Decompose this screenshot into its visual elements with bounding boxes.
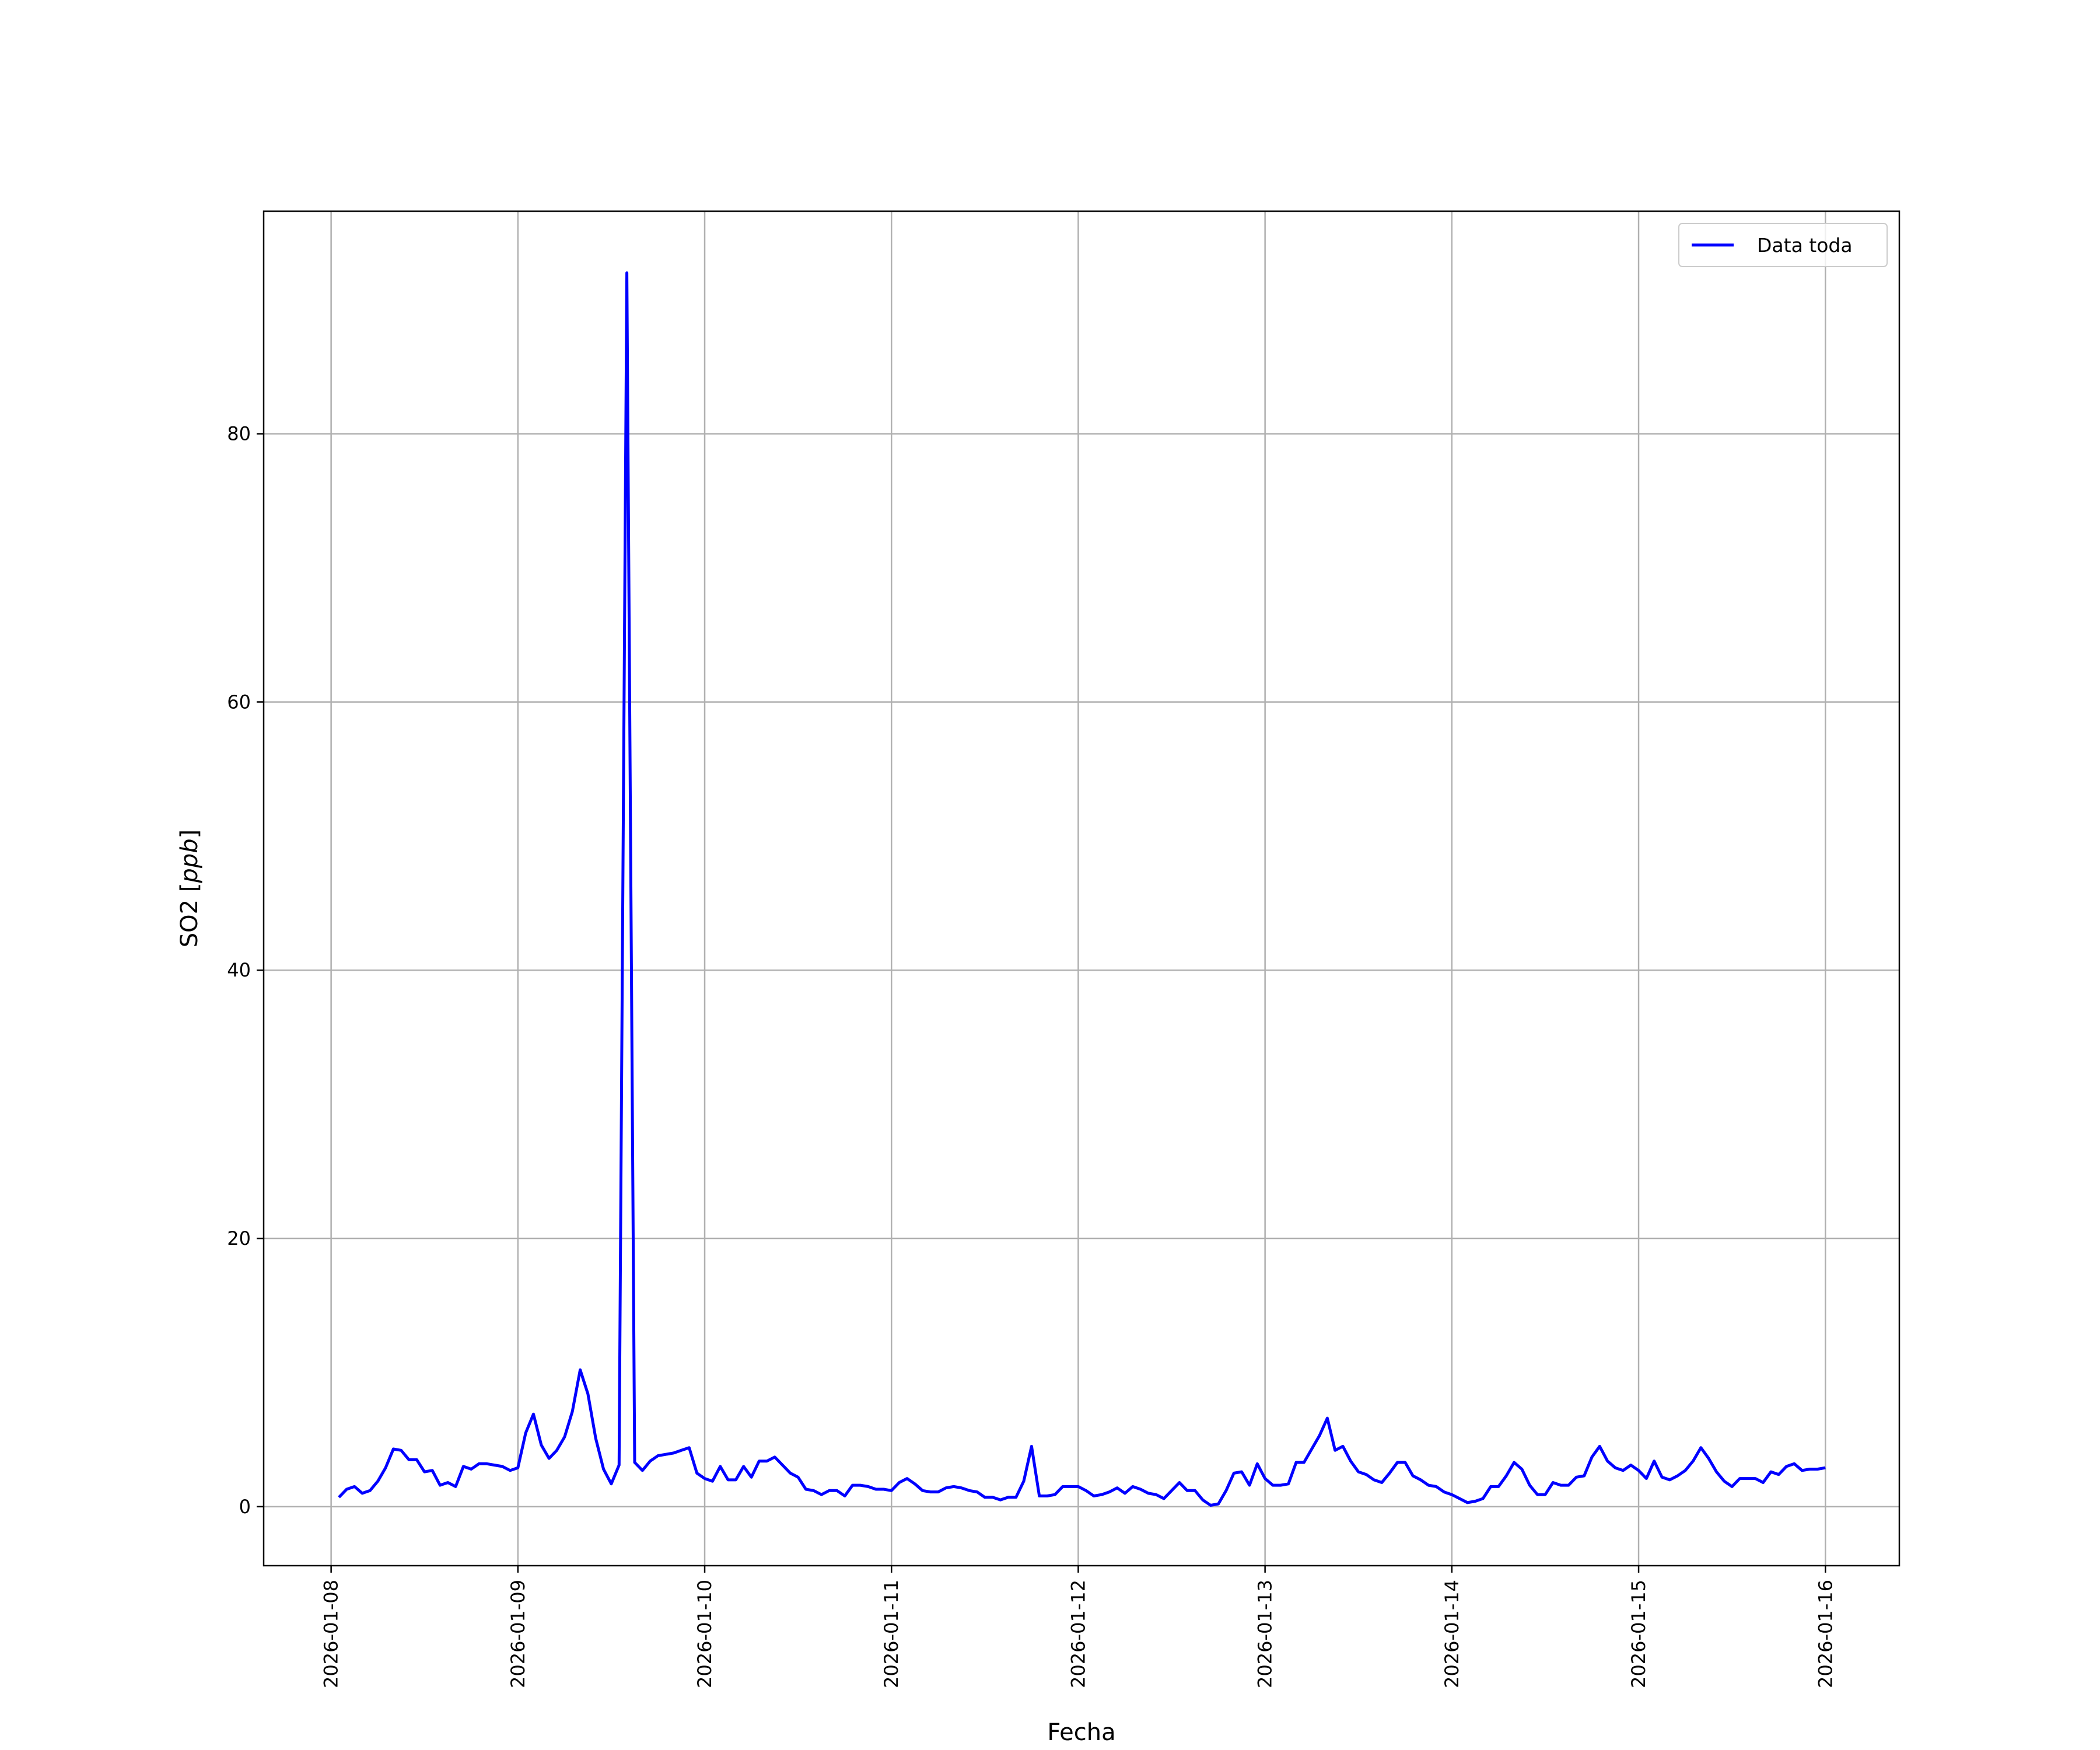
x-axis-label: Fecha xyxy=(1047,1719,1115,1746)
plot-frame xyxy=(262,210,1901,1567)
grid xyxy=(264,211,1899,1566)
x-tick-label: 2026-01-09 xyxy=(507,1580,529,1688)
x-tick-label: 2026-01-14 xyxy=(1441,1580,1463,1688)
x-axis-ticks: 2026-01-08 2026-01-09 2026-01-10 2026-01-11… xyxy=(320,1566,1836,1688)
y-axis-label-unit: ppb xyxy=(176,838,203,883)
y-axis-ticks: 0 20 40 60 80 xyxy=(227,423,264,1518)
x-tick-label: 2026-01-13 xyxy=(1254,1580,1276,1688)
series-layer xyxy=(338,271,1826,1507)
legend-label: Data toda xyxy=(1757,234,1853,257)
y-tick-label: 40 xyxy=(227,959,251,981)
y-axis-label-close: ] xyxy=(176,830,203,839)
y-tick-label: 80 xyxy=(227,423,251,445)
x-tick-label: 2026-01-12 xyxy=(1067,1580,1089,1688)
x-tick-label: 2026-01-11 xyxy=(880,1580,902,1688)
x-tick-label: 2026-01-10 xyxy=(694,1580,716,1688)
legend: Data toda xyxy=(1678,223,1888,267)
y-tick-label: 0 xyxy=(239,1496,251,1518)
x-tick-label: 2026-01-15 xyxy=(1628,1580,1650,1688)
y-tick-label: 20 xyxy=(227,1227,251,1250)
series-line-data-toda xyxy=(338,271,1826,1507)
y-axis-label: SO2 [ppb] xyxy=(176,830,203,947)
legend-box xyxy=(1678,223,1888,267)
y-axis-label-text: SO2 [ xyxy=(176,883,203,948)
x-tick-label: 2026-01-16 xyxy=(1814,1580,1836,1688)
x-tick-label: 2026-01-08 xyxy=(320,1580,342,1688)
y-tick-label: 60 xyxy=(227,691,251,713)
